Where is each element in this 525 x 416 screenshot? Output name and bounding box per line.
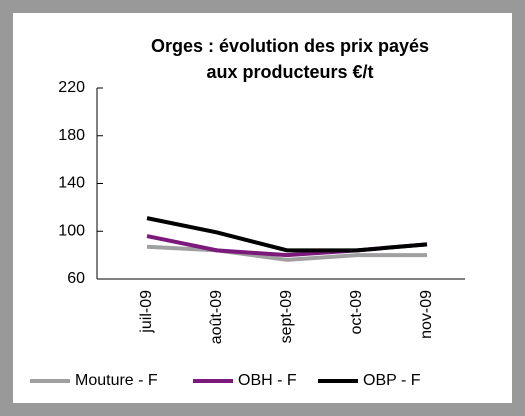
y-tick-label: 140	[58, 175, 85, 192]
series-line	[146, 216, 428, 253]
x-tick-label: oct-09	[348, 290, 365, 335]
panel	[13, 13, 512, 403]
y-tick-label: 60	[67, 270, 85, 287]
y-tick-label: 220	[58, 79, 85, 96]
x-tick-label: juil-09	[138, 290, 155, 334]
chart-title: Orges : évolution des prix payés	[151, 36, 429, 56]
y-tick-label: 100	[58, 222, 85, 239]
chart-title: aux producteurs €/t	[206, 62, 373, 82]
series-line	[146, 244, 427, 262]
legend-label: OBH - F	[238, 372, 297, 389]
x-tick-label: sept-09	[278, 290, 295, 343]
legend-label: Mouture - F	[75, 372, 158, 389]
x-tick-label: août-09	[208, 290, 225, 344]
x-tick-label: nov-09	[418, 290, 435, 339]
legend-label: OBP - F	[363, 372, 421, 389]
y-tick-label: 180	[58, 127, 85, 144]
